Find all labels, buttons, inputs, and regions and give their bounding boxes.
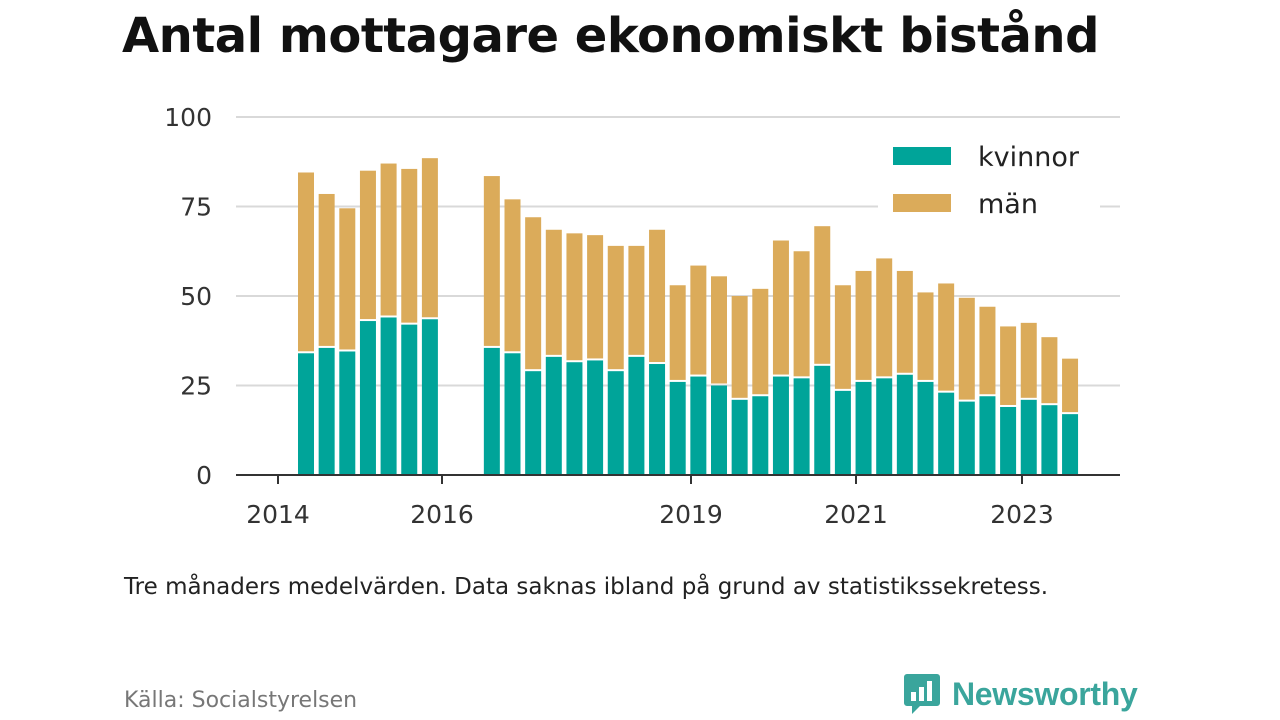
chart-title: Antal mottagare ekonomiskt bistånd bbox=[122, 8, 1099, 64]
bar-kvinnor bbox=[525, 371, 542, 475]
bar-man bbox=[401, 168, 418, 323]
bar-man bbox=[772, 240, 789, 375]
bar-kvinnor bbox=[318, 347, 335, 475]
bar-man bbox=[731, 296, 748, 398]
bar-kvinnor bbox=[669, 381, 686, 475]
bar-man bbox=[339, 208, 356, 350]
bar-kvinnor bbox=[855, 381, 872, 475]
bar-man bbox=[359, 170, 376, 320]
legend: kvinnor män bbox=[878, 138, 1100, 220]
bar-kvinnor bbox=[359, 321, 376, 475]
bar-man bbox=[1020, 322, 1037, 398]
bar-man bbox=[669, 285, 686, 380]
bar-man bbox=[504, 199, 521, 352]
bar-man bbox=[649, 229, 666, 363]
bar-kvinnor bbox=[979, 396, 996, 475]
bar-kvinnor bbox=[545, 356, 562, 475]
bar-man bbox=[587, 235, 604, 359]
newsworthy-logo-icon bbox=[904, 674, 940, 714]
x-tick-label: 2019 bbox=[659, 500, 723, 529]
bar-man bbox=[834, 285, 851, 389]
legend-swatch-man bbox=[893, 194, 951, 212]
bar-man bbox=[896, 270, 913, 373]
legend-label-man: män bbox=[978, 189, 1038, 220]
y-tick-label: 100 bbox=[164, 103, 212, 132]
bar-kvinnor bbox=[421, 319, 438, 475]
bar-man bbox=[483, 176, 500, 346]
bar-man bbox=[711, 276, 727, 384]
bar-man bbox=[628, 245, 645, 355]
bar-man bbox=[298, 172, 314, 352]
bar-kvinnor bbox=[628, 356, 645, 475]
bar-kvinnor bbox=[917, 381, 934, 475]
bar-kvinnor bbox=[814, 365, 831, 475]
bar-kvinnor bbox=[339, 351, 356, 475]
y-tick-label: 0 bbox=[196, 461, 212, 490]
bar-chart: 0 25 50 75 100 2014 2016 2019 2021 2023 kvinnor m… bbox=[164, 103, 1120, 529]
bar-kvinnor bbox=[607, 371, 624, 475]
bar-kvinnor bbox=[504, 353, 521, 475]
bar-man bbox=[1062, 358, 1079, 413]
y-tick-label: 50 bbox=[180, 282, 212, 311]
bar-man bbox=[1000, 326, 1017, 405]
bar-man bbox=[855, 270, 872, 380]
bar-man bbox=[421, 158, 438, 318]
bar-man bbox=[545, 229, 562, 355]
bar-kvinnor bbox=[380, 317, 397, 475]
bar-kvinnor bbox=[834, 390, 851, 475]
y-tick-label: 75 bbox=[180, 193, 212, 222]
bar-kvinnor bbox=[711, 385, 727, 475]
legend-swatch-kvinnor bbox=[893, 147, 951, 165]
bar-kvinnor bbox=[587, 360, 604, 475]
x-tick-label: 2014 bbox=[246, 500, 310, 529]
bar-kvinnor bbox=[690, 376, 707, 475]
bar-man bbox=[1041, 337, 1058, 404]
bar-man bbox=[525, 217, 542, 370]
bar-man bbox=[938, 283, 955, 391]
y-tick-label: 25 bbox=[180, 372, 212, 401]
bar-kvinnor bbox=[483, 347, 500, 475]
bar-man bbox=[607, 245, 624, 370]
bar-kvinnor bbox=[1020, 399, 1037, 475]
x-tick-label: 2016 bbox=[410, 500, 474, 529]
axes: 0 25 50 75 100 2014 2016 2019 2021 2023 bbox=[164, 103, 1120, 529]
source-text: Källa: Socialstyrelsen bbox=[124, 688, 358, 713]
bar-kvinnor bbox=[958, 401, 975, 475]
legend-label-kvinnor: kvinnor bbox=[978, 142, 1080, 173]
bar-man bbox=[958, 297, 975, 400]
bars bbox=[298, 158, 1079, 475]
x-tick-label: 2021 bbox=[824, 500, 888, 529]
bar-man bbox=[566, 233, 583, 361]
bar-man bbox=[979, 306, 996, 395]
bar-man bbox=[793, 251, 810, 377]
bar-man bbox=[917, 292, 934, 380]
bar-kvinnor bbox=[401, 324, 418, 475]
bar-man bbox=[690, 265, 707, 375]
bar-man bbox=[318, 193, 335, 346]
brand: Newsworthy bbox=[902, 672, 1138, 716]
chart-note: Tre månaders medelvärden. Data saknas ib… bbox=[124, 574, 1049, 600]
bar-man bbox=[876, 258, 893, 377]
bar-man bbox=[752, 288, 769, 395]
x-tick-label: 2023 bbox=[990, 500, 1054, 529]
bar-kvinnor bbox=[1000, 406, 1017, 475]
bar-man bbox=[380, 163, 397, 316]
bar-kvinnor bbox=[1041, 405, 1058, 475]
bar-kvinnor bbox=[752, 396, 769, 475]
brand-name: Newsworthy bbox=[952, 675, 1138, 712]
bar-kvinnor bbox=[649, 364, 666, 475]
bar-kvinnor bbox=[793, 378, 810, 475]
bar-kvinnor bbox=[298, 353, 314, 475]
bar-kvinnor bbox=[1062, 414, 1079, 475]
bar-kvinnor bbox=[938, 392, 955, 475]
bar-man bbox=[814, 226, 831, 364]
bar-kvinnor bbox=[772, 376, 789, 475]
bar-kvinnor bbox=[566, 362, 583, 475]
bar-kvinnor bbox=[876, 378, 893, 475]
bar-kvinnor bbox=[896, 374, 913, 475]
bar-kvinnor bbox=[731, 399, 748, 475]
